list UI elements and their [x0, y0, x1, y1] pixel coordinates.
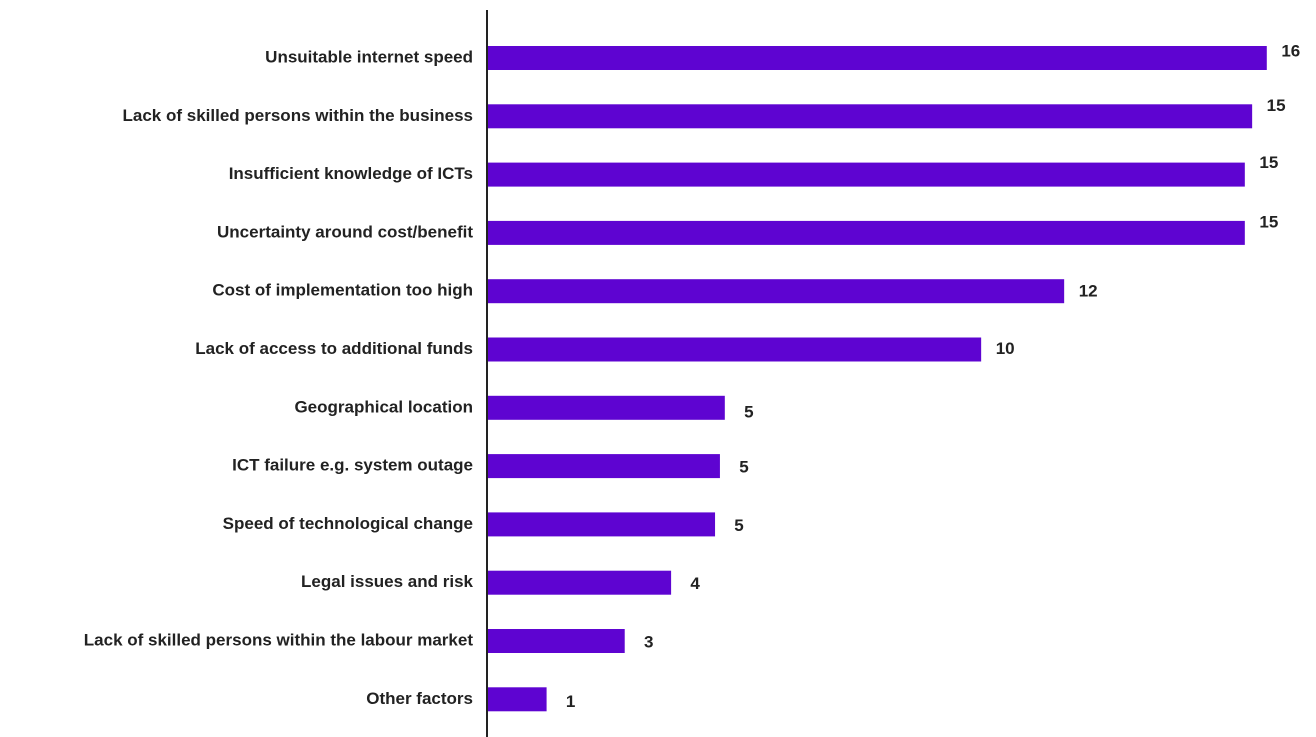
- category-label: Cost of implementation too high: [212, 281, 473, 300]
- bar: [488, 629, 625, 653]
- bar: [488, 279, 1065, 304]
- value-label: 15: [1259, 153, 1278, 172]
- category-label: Other factors: [366, 689, 473, 708]
- bar: [488, 162, 1245, 187]
- category-label: Lack of skilled persons within the labou…: [84, 630, 474, 649]
- value-label: 12: [1079, 282, 1098, 301]
- bar: [488, 46, 1267, 70]
- bar: [488, 454, 720, 479]
- category-label: Lack of access to additional funds: [195, 339, 473, 358]
- value-label: 5: [744, 402, 753, 421]
- bar: [488, 395, 725, 420]
- bars-group: [488, 46, 1267, 712]
- category-label: Legal issues and risk: [301, 572, 474, 591]
- value-label: 16: [1281, 41, 1300, 60]
- category-label: Unsuitable internet speed: [265, 47, 473, 66]
- value-label: 5: [739, 458, 748, 477]
- bar: [488, 337, 982, 362]
- category-labels-group: Unsuitable internet speed Lack of skilled…: [84, 47, 474, 707]
- bar: [488, 570, 672, 595]
- bar: [488, 512, 716, 537]
- value-label: 10: [996, 339, 1015, 358]
- value-label: 1: [566, 692, 575, 711]
- category-label: Geographical location: [294, 397, 473, 416]
- bar: [488, 687, 547, 712]
- bar: [488, 104, 1253, 129]
- category-label: ICT failure e.g. system outage: [232, 456, 473, 475]
- value-label: 5: [734, 516, 743, 535]
- category-label: Uncertainty around cost/benefit: [217, 222, 473, 241]
- value-label: 4: [690, 574, 700, 593]
- category-label: Insufficient knowledge of ICTs: [229, 164, 473, 183]
- value-labels-group: 16 15 15 15 12 10 5 5 5 4 3 1: [566, 41, 1300, 710]
- value-label: 3: [644, 632, 653, 651]
- category-label: Lack of skilled persons within the busin…: [123, 106, 473, 125]
- category-label: Speed of technological change: [223, 514, 473, 533]
- value-label: 15: [1259, 212, 1278, 231]
- value-label: 15: [1267, 96, 1286, 115]
- bar: [488, 220, 1245, 245]
